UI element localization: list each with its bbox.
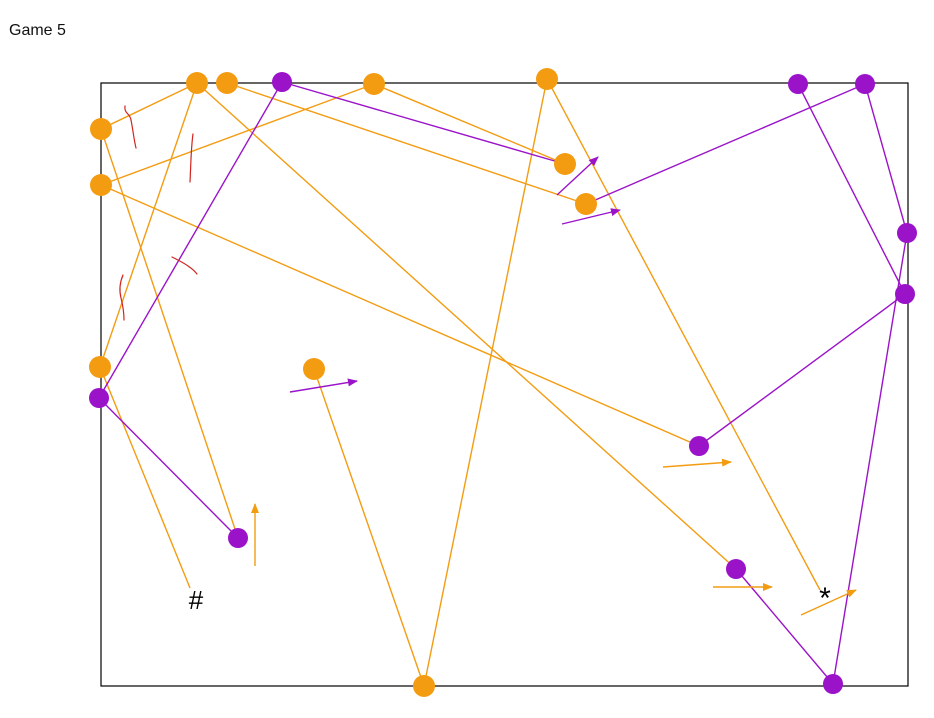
purple-line — [281, 81, 566, 165]
orange-line — [99, 82, 198, 368]
orange-line — [373, 83, 566, 165]
orange-piece[interactable] — [413, 675, 435, 697]
purple-line — [797, 83, 906, 295]
orange-line — [546, 78, 821, 591]
orange-piece[interactable] — [575, 193, 597, 215]
orange-piece[interactable] — [90, 118, 112, 140]
purple-piece[interactable] — [726, 559, 746, 579]
purple-piece[interactable] — [897, 223, 917, 243]
orange-piece[interactable] — [303, 358, 325, 380]
star-marker: * — [819, 582, 831, 615]
purple-piece[interactable] — [895, 284, 915, 304]
purple-piece[interactable] — [855, 74, 875, 94]
purple-line — [832, 232, 908, 685]
hash-marker: # — [189, 585, 204, 615]
orange-line — [100, 82, 198, 130]
purple-arrow — [556, 156, 599, 196]
purple-piece[interactable] — [823, 674, 843, 694]
purple-arrow — [561, 208, 621, 225]
purple-arrows — [289, 156, 621, 393]
orange-arrows — [251, 458, 857, 616]
orange-line — [196, 82, 737, 570]
purple-line — [735, 568, 834, 685]
orange-piece[interactable] — [536, 68, 558, 90]
orange-line — [100, 83, 375, 186]
orange-piece[interactable] — [363, 73, 385, 95]
red-scribble — [189, 133, 194, 183]
purple-piece[interactable] — [689, 436, 709, 456]
orange-arrow — [800, 589, 857, 616]
orange-piece[interactable] — [186, 72, 208, 94]
orange-line — [99, 366, 191, 589]
purple-piece[interactable] — [272, 72, 292, 92]
purple-line — [98, 81, 283, 399]
orange-line — [100, 184, 700, 447]
red-scribbles — [119, 105, 198, 321]
orange-line — [313, 368, 425, 687]
orange-piece[interactable] — [554, 153, 576, 175]
orange-piece[interactable] — [216, 72, 238, 94]
purple-line — [864, 83, 908, 234]
purple-piece[interactable] — [228, 528, 248, 548]
orange-line — [100, 128, 239, 539]
purple-piece[interactable] — [788, 74, 808, 94]
purple-line — [98, 397, 239, 539]
purple-line — [698, 293, 906, 447]
red-scribble — [124, 105, 137, 149]
purple-line — [585, 83, 866, 205]
purple-lines — [98, 81, 908, 685]
orange-lines — [99, 78, 821, 687]
purple-arrow — [289, 378, 358, 393]
game-title: Game 5 — [9, 22, 66, 39]
red-scribble — [171, 256, 198, 275]
purple-pieces — [89, 72, 917, 694]
board-border — [100, 82, 909, 687]
red-scribble — [119, 274, 125, 321]
orange-line — [226, 82, 587, 205]
orange-arrow — [662, 458, 732, 468]
purple-piece[interactable] — [89, 388, 109, 408]
orange-piece[interactable] — [90, 174, 112, 196]
orange-line — [423, 78, 548, 687]
orange-pieces — [89, 68, 597, 697]
orange-piece[interactable] — [89, 356, 111, 378]
